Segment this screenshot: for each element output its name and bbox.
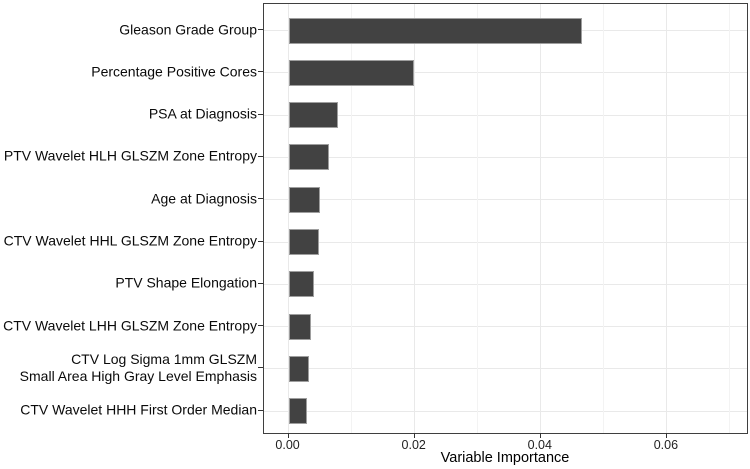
category-label: PTV Wavelet HLH GLSZM Zone Entropy — [3, 147, 257, 164]
category-label: CTV Log Sigma 1mm GLSZM Small Area High … — [19, 350, 257, 384]
gridline-horizontal — [264, 199, 747, 201]
gridline-vertical-minor — [351, 4, 353, 433]
y-axis-tick — [258, 282, 263, 284]
bar — [288, 186, 321, 213]
gridline-horizontal — [264, 241, 747, 243]
category-label: Percentage Positive Cores — [91, 63, 257, 80]
bar — [288, 398, 307, 425]
category-label: CTV Wavelet HHL GLSZM Zone Entropy — [3, 232, 257, 249]
x-axis-tick — [287, 433, 289, 438]
bar — [288, 313, 311, 340]
gridline-vertical-major — [414, 4, 416, 433]
bar — [288, 355, 309, 382]
gridline-vertical-major — [288, 4, 290, 433]
gridline-horizontal — [264, 368, 747, 370]
x-axis-tick-label: 0.02 — [401, 438, 426, 452]
y-axis-tick — [258, 155, 263, 157]
category-label: PSA at Diagnosis — [148, 105, 257, 122]
y-axis-tick — [258, 240, 263, 242]
bar — [288, 102, 338, 129]
x-axis-tick-label: 0.00 — [275, 438, 300, 452]
y-axis-tick — [258, 367, 263, 369]
grid-layer — [264, 4, 747, 433]
gridline-vertical-minor — [729, 4, 731, 433]
y-axis-tick — [258, 409, 263, 411]
category-label: CTV Wavelet HHH First Order Median — [20, 401, 257, 418]
bar — [288, 17, 583, 44]
bar — [288, 229, 320, 255]
x-axis-tick-label: 0.04 — [527, 438, 552, 452]
y-axis-tick — [258, 71, 263, 73]
gridline-horizontal — [264, 156, 747, 158]
gridline-vertical-major — [540, 4, 542, 433]
y-axis-tick — [258, 198, 263, 200]
y-axis-labels: Gleason Grade Group Percentage Positive C… — [0, 3, 257, 432]
bar — [288, 144, 329, 171]
gridline-vertical-minor — [477, 4, 479, 433]
x-axis-tick — [665, 433, 667, 438]
bar — [288, 59, 415, 86]
x-axis-tick-label: 0.06 — [653, 438, 679, 452]
gridline-horizontal — [264, 114, 747, 116]
gridline-horizontal — [264, 72, 747, 74]
plot-panel — [263, 3, 748, 434]
gridline-horizontal — [264, 410, 747, 412]
gridline-horizontal — [264, 283, 747, 285]
bar — [288, 271, 314, 298]
gridline-vertical-minor — [603, 4, 605, 433]
category-label: PTV Shape Elongation — [115, 274, 257, 291]
y-axis-tick — [258, 29, 263, 30]
gridline-horizontal — [264, 326, 747, 328]
x-axis-tick — [413, 433, 415, 438]
bars-layer — [264, 4, 747, 433]
category-label: Age at Diagnosis — [151, 190, 257, 207]
x-axis-title: Variable Importance — [440, 450, 570, 466]
gridline-vertical-major — [666, 4, 668, 433]
category-label: CTV Wavelet LHH GLSZM Zone Entropy — [3, 317, 257, 334]
x-axis-tick — [539, 433, 541, 438]
category-label: Gleason Grade Group — [119, 21, 257, 37]
y-axis-tick — [258, 113, 263, 115]
y-axis-tick — [258, 325, 263, 327]
